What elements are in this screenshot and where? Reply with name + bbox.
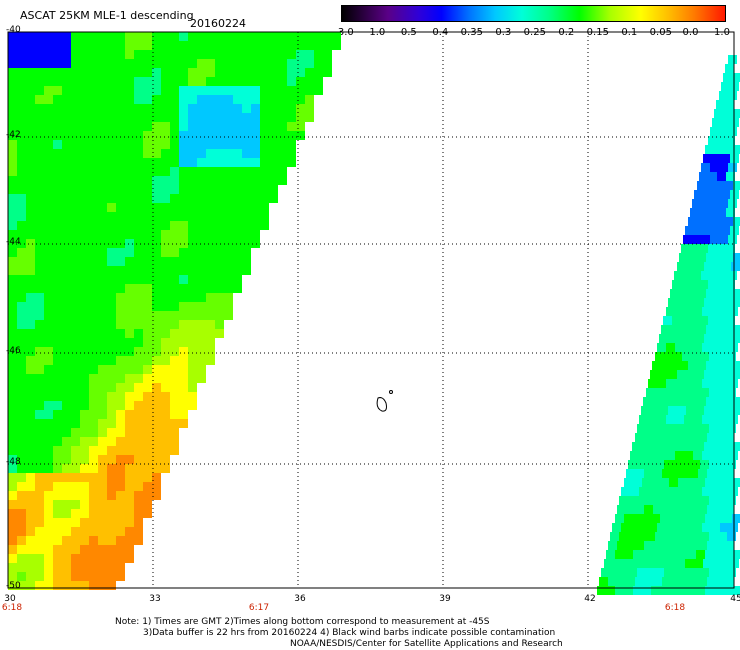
footer-note-1: Note: 1) Times are GMT 2)Times along bot… (115, 617, 490, 627)
latitude-label: -46 (6, 346, 21, 356)
product-title: ASCAT 25KM MLE-1 descending (20, 9, 194, 22)
color-scale-bar (341, 5, 726, 22)
longitude-label: 30 (4, 594, 16, 604)
map-frame (7, 31, 735, 589)
left-swath-data (8, 32, 341, 590)
time-label-right: 6:18 (664, 603, 686, 613)
longitude-label: 36 (294, 594, 306, 604)
latitude-label: -40 (6, 25, 21, 35)
longitude-label: 45 (730, 594, 740, 604)
time-label-left: 6:18 (1, 603, 23, 613)
time-label-middle: 6:17 (248, 603, 270, 613)
lat-lon-grid (8, 32, 734, 588)
island-outline (376, 397, 387, 412)
longitude-label: 39 (439, 594, 451, 604)
right-swath-data (597, 55, 740, 595)
footer-note-2: 3)Data buffer is 22 hrs from 20160224 4)… (143, 628, 556, 638)
island-outline-small (389, 390, 393, 394)
product-date: 20160224 (190, 17, 246, 30)
latitude-label: -48 (6, 457, 21, 467)
longitude-label: 42 (584, 594, 596, 604)
latitude-label: -42 (6, 130, 21, 140)
longitude-label: 33 (149, 594, 161, 604)
footer-note-3: NOAA/NESDIS/Center for Satellite Applica… (290, 639, 563, 649)
latitude-label: -50 (6, 581, 21, 591)
latitude-label: -44 (6, 237, 21, 247)
